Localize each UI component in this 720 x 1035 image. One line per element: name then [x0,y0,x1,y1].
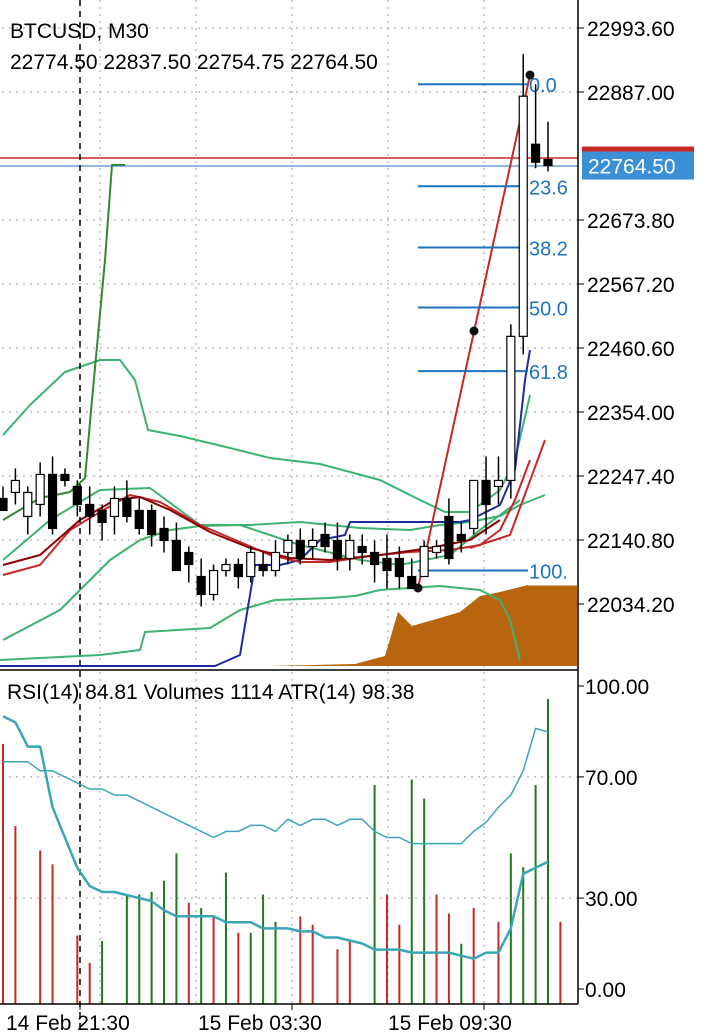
fib-label-bg [528,555,578,586]
fib-label: 61.8 [529,362,568,384]
candle-body [184,551,194,566]
candle-body [258,563,268,572]
fib-label: 100. [529,561,568,583]
y-tick-label: 22460.60 [587,338,675,361]
candle-body [196,575,206,596]
candle-body [382,557,392,572]
candle-body [171,539,182,572]
y-tick-label: 100.00 [585,676,649,699]
cloud-area [270,582,577,666]
candle-body [0,497,8,512]
fib-label: 0.0 [529,75,557,97]
candle-body [481,479,491,506]
candle-body [320,533,330,548]
candle-body [233,563,243,578]
candle-body [159,527,169,542]
candle-body [97,509,107,524]
candle-body [345,539,355,560]
candle-body [444,515,454,560]
rising-green-line [2,164,125,521]
candle-body [35,473,45,506]
current-price-label: 22764.50 [588,156,676,179]
fib-label: 23.6 [529,177,568,199]
lower-envelope [0,585,521,661]
candle-body [469,479,479,530]
candle-body [369,551,380,566]
y-tick-label: 22140.80 [587,530,675,553]
candle-body [208,569,219,596]
candle-body [221,563,231,572]
symbol-title: BTCUSD, M30 [10,20,149,43]
candle-body [332,539,343,560]
indicator-caption: RSI(14) 84.81 Volumes 1114 ATR(14) 98.38 [7,681,414,704]
candle-body [109,497,120,518]
candle-body [72,485,82,506]
candle-body [493,479,504,488]
candle-body [506,335,516,482]
candle-body [456,533,466,542]
fib-label: 50.0 [529,299,568,321]
y-tick-label: 0.00 [585,979,626,1002]
candle-body [246,551,256,578]
current-price-box [582,151,694,180]
middle-band [2,487,546,561]
candle-body [394,557,404,578]
candle-body [47,473,58,530]
price-panel: 0.0 23.6 38.2 50.0 61.8 100. [0,0,578,1030]
candle-body [10,479,20,494]
x-tick-label: 15 Feb 03:30 [198,1012,322,1035]
candle-body [518,95,528,337]
candle-body [122,497,132,518]
y-tick-label: 70.00 [585,767,638,790]
candle-body [531,143,541,163]
y-tick-label: 22993.60 [587,18,675,41]
indicator-panel [2,699,578,1004]
candle-body [357,545,367,554]
y-tick-label: 22247.40 [587,466,675,489]
candle-body [419,545,429,578]
axes: 22993.60 22887.00 22673.80 22567.20 22460.60… [0,0,694,1035]
atr-line [2,715,549,960]
candle-body [147,509,157,536]
ohlc-readout: 22774.50 22837.50 22754.75 22764.50 [10,51,378,74]
x-tick-label: 14 Feb 21:30 [6,1012,130,1035]
candle-body [60,473,70,482]
y-tick-label: 22673.80 [587,210,675,233]
candle-body [407,575,417,590]
y-tick-label: 22887.00 [587,82,675,105]
y-tick-label: 22567.20 [587,274,675,297]
ma-fast [469,439,546,549]
y-tick-label: 22354.00 [587,402,675,425]
candle-body [23,491,33,518]
candle-body [295,539,305,560]
y-tick-label: 30.00 [585,888,638,911]
candle-body [431,545,442,554]
y-tick-label: 22034.20 [587,594,675,617]
x-tick-label: 15 Feb 09:30 [388,1012,512,1035]
candle-body [134,509,144,530]
candle-body [270,551,281,572]
candle-body [283,539,293,554]
trend-point [469,326,479,336]
rsi-line [3,727,549,845]
current-price-mark [582,146,694,152]
ma-red [2,459,531,576]
fib-label: 38.2 [529,238,568,260]
trend-point [525,70,535,80]
candle-body [308,539,318,548]
candle-body [543,158,553,167]
candle-body [85,503,95,518]
fractal-line [0,349,531,667]
